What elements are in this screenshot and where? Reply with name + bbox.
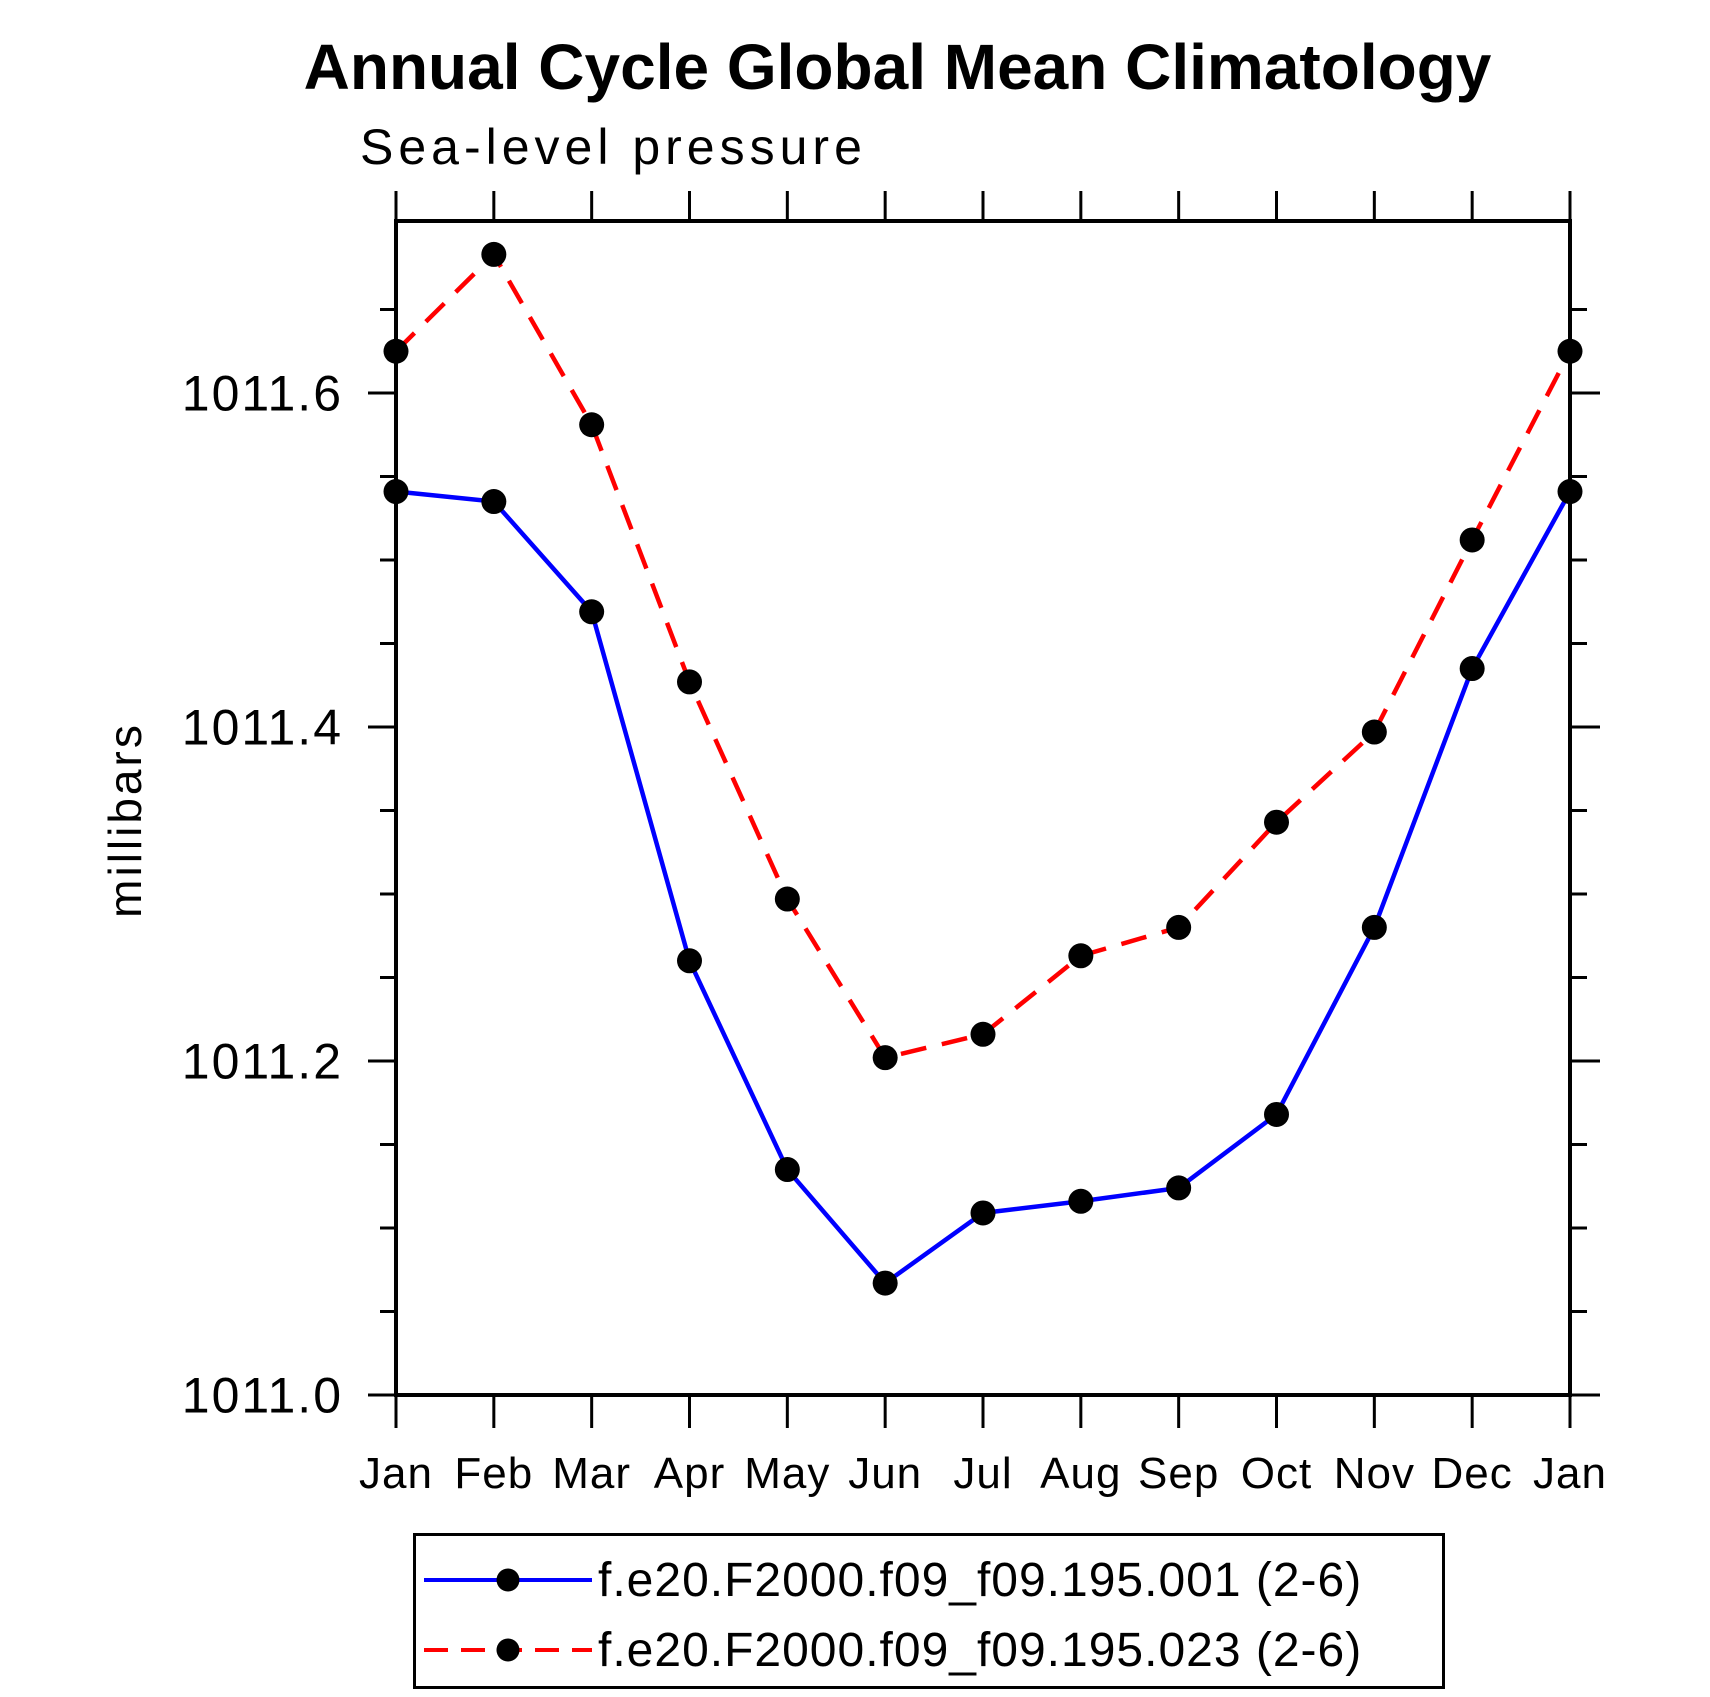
data-point-marker (1264, 809, 1289, 835)
series-line-1 (395, 489, 1572, 1287)
data-point-marker (1166, 1175, 1192, 1201)
data-point-marker (1361, 914, 1387, 940)
data-point-marker (383, 338, 409, 364)
data-point-marker (1459, 656, 1485, 682)
x-tick-label: Apr (654, 1449, 725, 1498)
legend-label-series1: f.e20.F2000.f09_f09.195.001 (2-6) (598, 1553, 1363, 1607)
legend-sample-marker (496, 1568, 520, 1592)
legend-line-sample-solid (424, 1568, 592, 1592)
data-point-marker (579, 599, 605, 625)
data-point-marker (1068, 943, 1094, 969)
y-tick-label: 1011.2 (182, 1034, 343, 1090)
x-tick-label: Aug (1040, 1449, 1121, 1498)
data-point-marker (1068, 1188, 1094, 1214)
data-point-marker (1557, 479, 1583, 505)
page-title: Annual Cycle Global Mean Climatology (303, 31, 1492, 103)
chart-subtitle: Sea-level pressure (360, 119, 867, 175)
data-point-marker (970, 1200, 996, 1226)
data-point-marker (677, 948, 702, 974)
data-point-marker (677, 669, 702, 695)
data-point-marker (872, 1270, 898, 1296)
data-point-marker (774, 1157, 800, 1183)
x-tick-label: Feb (454, 1449, 533, 1498)
y-tick-label: 1011.4 (182, 700, 343, 756)
data-point-marker (383, 479, 409, 505)
series-1 (383, 479, 1583, 1296)
data-point-marker (1166, 914, 1192, 940)
legend-label-series2: f.e20.F2000.f09_f09.195.023 (2-6) (598, 1623, 1363, 1677)
x-tick-label: Jan (1533, 1449, 1607, 1498)
legend-item-series1: f.e20.F2000.f09_f09.195.001 (2-6) (422, 1554, 1362, 1607)
x-tick-label: Nov (1334, 1449, 1415, 1498)
y-tick-label: 1011.0 (182, 1368, 343, 1424)
data-point-marker (970, 1021, 996, 1047)
data-point-marker (1264, 1101, 1289, 1127)
series-line-2 (394, 250, 1572, 1061)
data-point-marker (481, 489, 507, 515)
x-tick-label: Dec (1432, 1449, 1513, 1498)
data-point-marker (872, 1045, 898, 1071)
x-tick-label: Sep (1138, 1449, 1219, 1498)
data-point-marker (1361, 719, 1387, 745)
data-point-marker (579, 412, 605, 438)
legend-sample-marker (496, 1638, 520, 1662)
data-point-marker (1557, 338, 1583, 364)
data-point-marker (481, 241, 507, 267)
x-tick-label: May (744, 1449, 830, 1498)
legend-box: f.e20.F2000.f09_f09.195.001 (2-6) f.e20.… (413, 1533, 1445, 1689)
x-tick-label: Mar (552, 1449, 631, 1498)
legend-line-sample-dashed (424, 1638, 592, 1662)
legend-item-series2: f.e20.F2000.f09_f09.195.023 (2-6) (422, 1624, 1362, 1677)
data-point-marker (774, 886, 800, 912)
x-tick-label: Oct (1241, 1449, 1312, 1498)
axes: Jan Feb Mar Apr May Jun Jul Aug Sep Oct Nov Dec Jan 1… (182, 191, 1607, 1498)
data-point-marker (1459, 527, 1485, 553)
series-2 (383, 241, 1583, 1071)
x-tick-label: Jul (953, 1449, 1012, 1498)
x-tick-label: Jan (359, 1449, 433, 1498)
y-tick-label: 1011.6 (182, 366, 343, 422)
x-tick-label: Jun (848, 1449, 922, 1498)
